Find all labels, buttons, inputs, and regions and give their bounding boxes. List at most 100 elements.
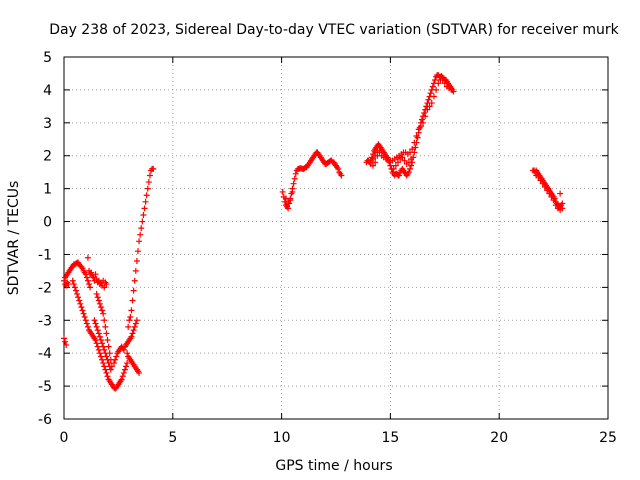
- data-point: [103, 330, 110, 337]
- data-point: [77, 300, 84, 307]
- y-tick-label: 1: [43, 182, 52, 198]
- data-point: [84, 323, 91, 330]
- data-point: [120, 369, 127, 376]
- data-point: [544, 187, 551, 194]
- data-point: [95, 346, 102, 353]
- data-point: [101, 346, 108, 353]
- chart-title: Day 238 of 2023, Sidereal Day-to-day VTE…: [49, 22, 619, 38]
- data-point: [100, 360, 107, 367]
- data-point: [409, 146, 416, 153]
- data-point: [92, 337, 99, 344]
- data-point: [401, 157, 408, 164]
- data-point: [80, 310, 87, 317]
- data-point: [412, 144, 419, 151]
- y-tick-label: 5: [43, 50, 52, 66]
- data-point: [120, 346, 127, 353]
- data-point: [71, 284, 78, 291]
- data-point: [96, 350, 103, 357]
- data-point: [392, 162, 399, 169]
- data-point: [78, 263, 85, 270]
- data-point: [559, 205, 566, 212]
- data-point: [376, 147, 383, 154]
- data-point: [105, 343, 112, 350]
- data-points: [61, 72, 566, 392]
- data-point: [290, 180, 297, 187]
- data-point: [82, 317, 89, 324]
- data-point: [338, 172, 345, 179]
- data-point: [408, 156, 415, 163]
- data-point: [405, 169, 412, 176]
- data-point: [422, 113, 429, 120]
- data-point: [292, 170, 299, 177]
- data-point: [92, 320, 99, 327]
- data-point: [70, 281, 77, 288]
- data-point: [285, 205, 292, 212]
- data-point: [557, 190, 564, 197]
- data-point: [74, 290, 81, 297]
- y-tick-label: -6: [38, 412, 52, 428]
- data-point: [411, 139, 418, 146]
- data-point: [133, 317, 140, 324]
- data-point: [104, 373, 111, 380]
- data-point: [61, 277, 67, 284]
- data-point: [136, 238, 143, 245]
- data-point: [430, 93, 437, 100]
- data-point: [399, 154, 406, 161]
- data-point: [62, 338, 69, 345]
- data-point: [335, 165, 342, 172]
- data-point: [415, 126, 422, 133]
- data-point: [406, 149, 413, 156]
- data-point: [102, 323, 109, 330]
- data-point: [425, 96, 432, 103]
- y-tick-label: 4: [43, 83, 52, 99]
- data-point: [76, 297, 83, 304]
- data-point: [139, 218, 146, 225]
- grid-lines: [64, 57, 608, 419]
- data-point: [150, 165, 157, 172]
- data-point: [103, 353, 110, 360]
- data-point: [396, 172, 403, 179]
- data-point: [417, 123, 424, 130]
- data-point: [369, 162, 376, 169]
- data-point: [124, 360, 131, 367]
- data-point: [287, 197, 294, 204]
- data-point: [142, 198, 149, 205]
- y-tick-label: -4: [38, 346, 52, 362]
- data-point: [99, 307, 106, 314]
- data-point: [550, 197, 557, 204]
- x-tick-label: 25: [599, 430, 617, 446]
- data-point: [101, 363, 108, 370]
- data-point: [125, 323, 132, 330]
- data-point: [111, 360, 118, 367]
- data-point: [136, 369, 143, 376]
- data-point: [95, 297, 102, 304]
- x-tick-label: 5: [168, 430, 177, 446]
- data-point: [131, 323, 138, 330]
- data-point: [130, 287, 137, 294]
- data-point: [279, 188, 286, 195]
- data-point: [87, 284, 94, 291]
- data-point: [395, 159, 402, 166]
- data-point: [103, 281, 110, 288]
- data-point: [86, 281, 93, 288]
- data-point: [282, 195, 289, 202]
- data-point: [99, 340, 106, 347]
- data-point: [548, 193, 555, 200]
- data-point: [123, 363, 130, 370]
- data-point: [96, 300, 103, 307]
- x-axis-label: GPS time / hours: [275, 458, 392, 474]
- y-axis-label: SDTVAR / TECUs: [6, 181, 22, 296]
- data-point: [121, 366, 128, 373]
- data-point: [420, 119, 427, 126]
- data-point: [88, 269, 95, 276]
- data-point: [535, 174, 542, 181]
- data-point: [90, 274, 97, 281]
- data-point: [97, 337, 104, 344]
- x-tick-label: 10: [273, 430, 291, 446]
- data-point: [140, 211, 147, 218]
- data-point: [369, 156, 376, 163]
- data-point: [118, 376, 125, 383]
- data-point: [134, 248, 141, 255]
- data-point: [100, 343, 107, 350]
- x-tick-label: 0: [60, 430, 69, 446]
